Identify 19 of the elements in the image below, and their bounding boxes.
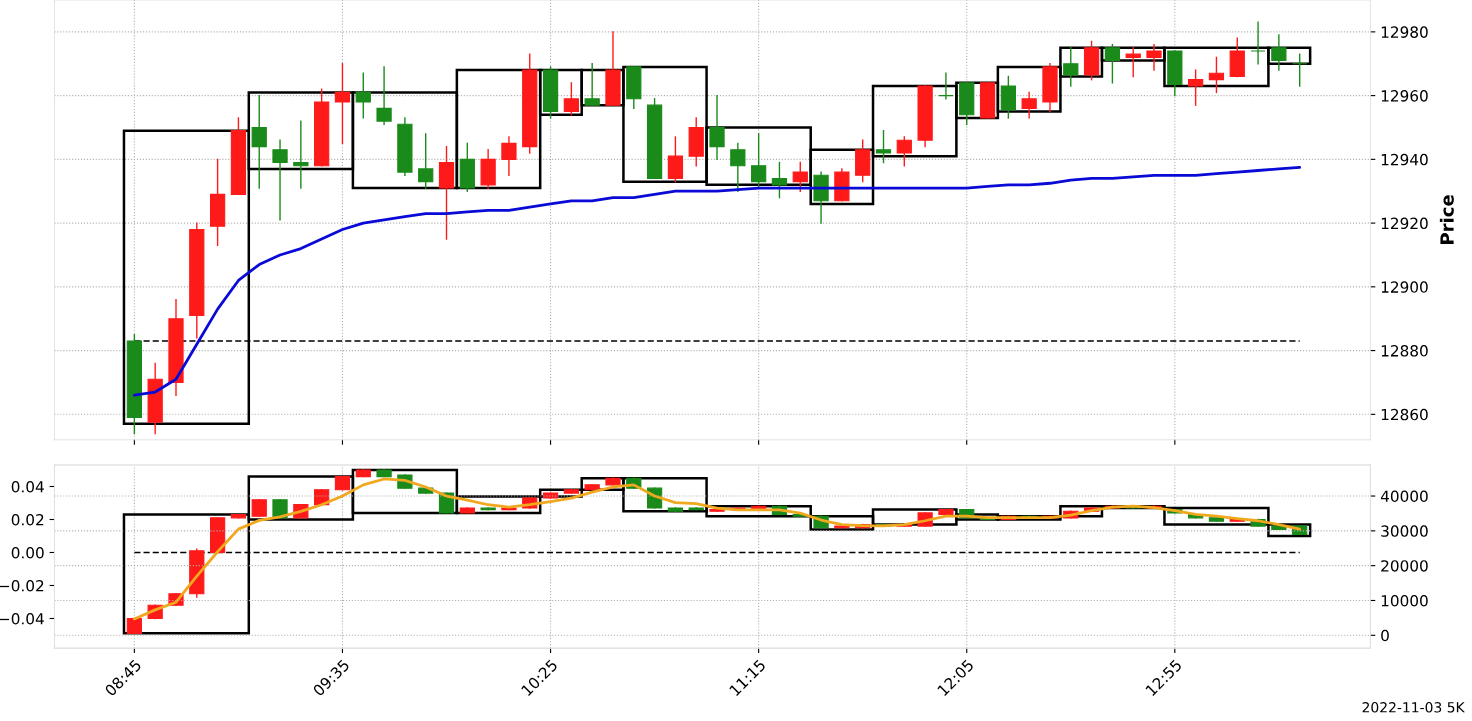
y-tick-label: 12880 (1381, 345, 1428, 357)
y2-tick-label: 20000 (1381, 560, 1428, 572)
y-axis-title: Price (1439, 195, 1454, 244)
text: 2022-11-03 5K (1362, 702, 1465, 713)
y2-tick-label: 40000 (1380, 490, 1428, 503)
y-tick-label: 0.04 (11, 480, 44, 493)
y-tick-label: −0.04 (0, 612, 44, 625)
y2-tick-label: 30000 (1381, 525, 1428, 537)
y-tick-label: 0.00 (11, 546, 44, 559)
y-tick-label: 12940 (1381, 153, 1428, 166)
y-tick-label: 12900 (1381, 281, 1428, 293)
y2-tick-label: 0 (1381, 629, 1389, 642)
y-tick-label: 12920 (1381, 217, 1428, 230)
y-tick-label: 0.02 (11, 513, 44, 526)
y-tick-label: 12960 (1381, 90, 1428, 102)
y2-tick-label: 10000 (1381, 594, 1428, 607)
y-tick-label: −0.02 (0, 579, 44, 592)
y-tick-label: 12860 (1381, 408, 1428, 421)
y-tick-label: 12980 (1381, 26, 1428, 38)
